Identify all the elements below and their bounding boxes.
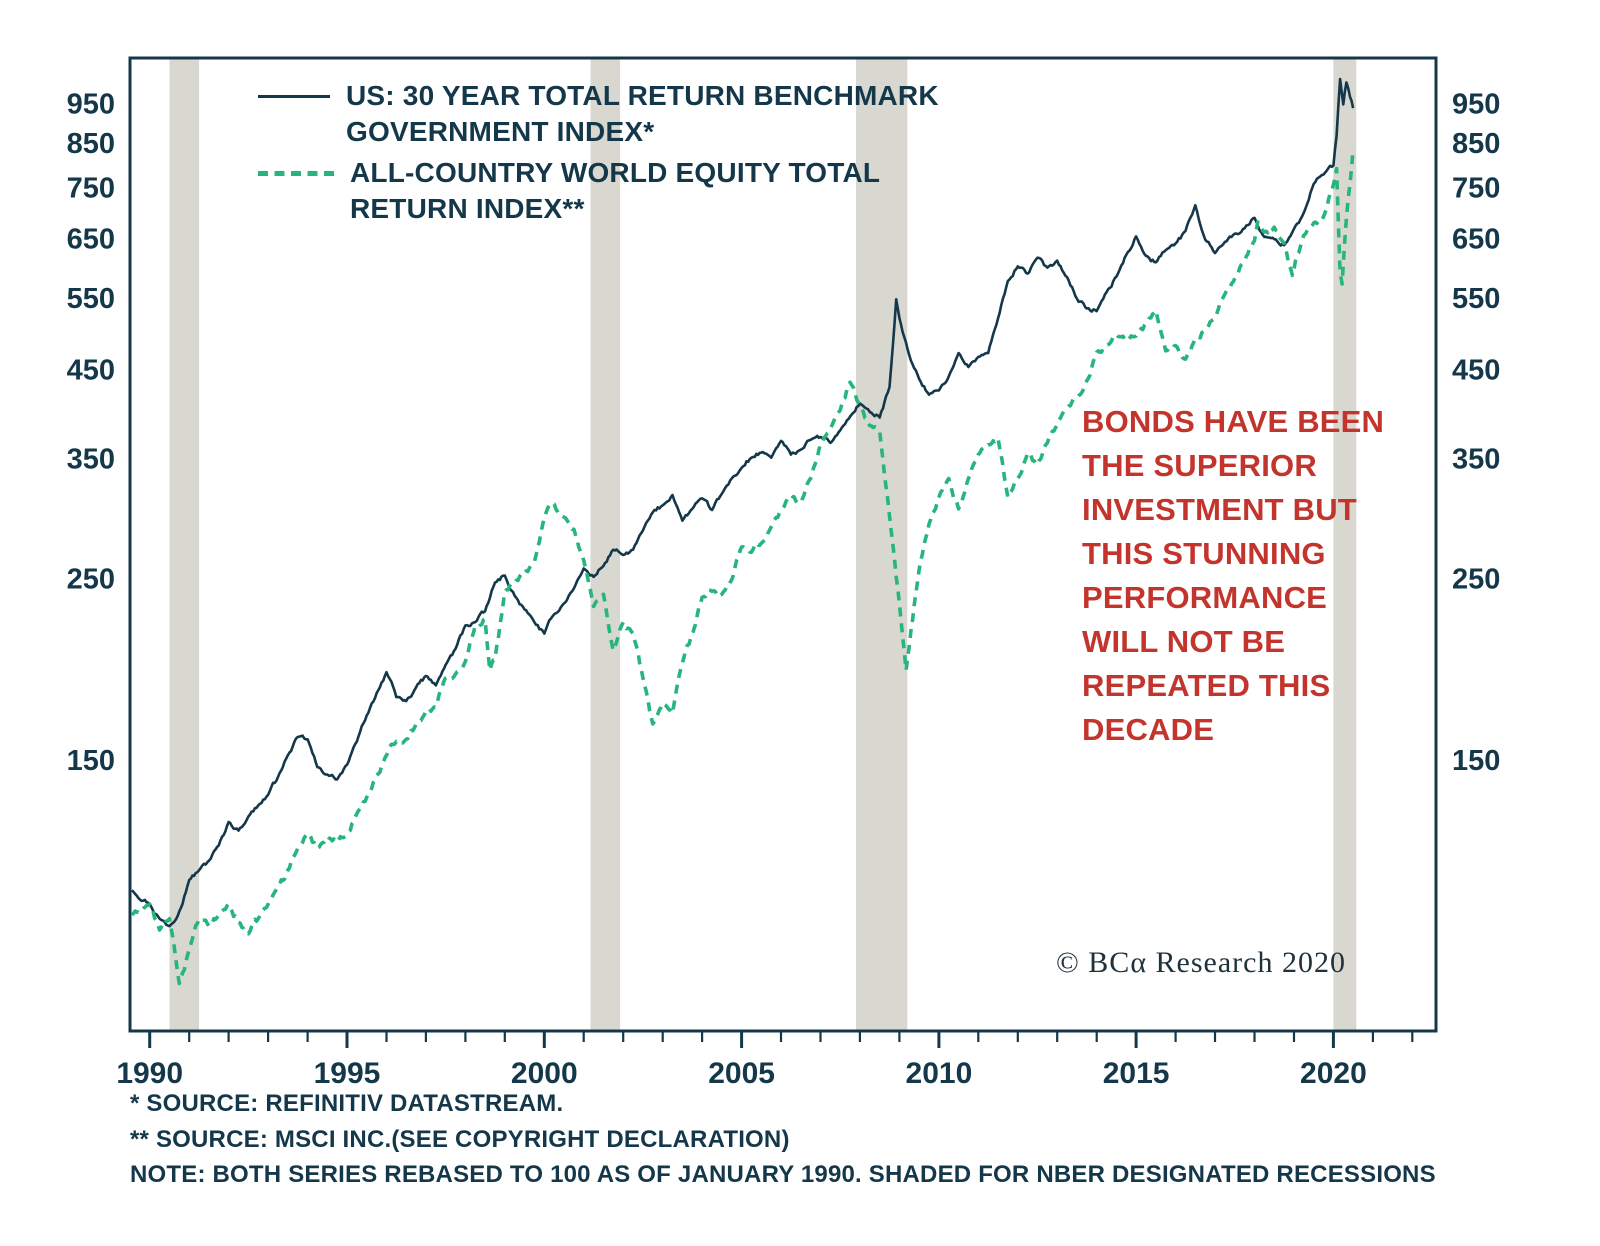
y-tick-label-left: 550: [67, 283, 115, 315]
y-axis-labels: 150 150 250 250 350 350 450 450 550 550 650 650 750 7…: [67, 89, 1501, 777]
y-tick-label-left: 650: [67, 224, 115, 256]
recession-band: [169, 58, 200, 1031]
y-tick-label-right: 750: [1452, 173, 1500, 205]
x-tick-label: 2020: [1300, 1057, 1367, 1090]
equity-index-line: [130, 148, 1355, 986]
y-tick-label-left: 750: [67, 173, 115, 205]
source-notes: * SOURCE: REFINITIV DATASTREAM. ** SOURC…: [130, 1086, 1436, 1193]
y-tick-label-left: 150: [67, 745, 115, 777]
legend-label-bond-index: US: 30 YEAR TOTAL RETURN BENCHMARK GOVER…: [346, 80, 939, 148]
x-tick-label: 2005: [708, 1057, 775, 1090]
y-tick-label-right: 350: [1452, 444, 1500, 476]
recession-band: [1333, 58, 1357, 1031]
equity-dashed-line-sample: [258, 170, 334, 176]
legend-item-bond-index: US: 30 YEAR TOTAL RETURN BENCHMARK GOVER…: [258, 78, 939, 151]
y-tick-label-left: 450: [67, 354, 115, 386]
recession-band: [856, 58, 908, 1031]
copyright-brand: © BCα Research 2020: [1056, 946, 1346, 979]
y-tick-label-left: 250: [67, 563, 115, 595]
footnote-source-msci: ** SOURCE: MSCI INC.(SEE COPYRIGHT DECLA…: [130, 1125, 790, 1153]
bond-index-line: [131, 77, 1355, 928]
legend-item-equity-index: ALL-COUNTRY WORLD EQUITY TOTAL RETURN IN…: [258, 155, 939, 228]
y-tick-label-left: 950: [67, 89, 115, 121]
y-tick-label-right: 150: [1452, 745, 1500, 777]
x-tick-label: 1995: [314, 1057, 381, 1090]
y-tick-label-left: 350: [67, 444, 115, 476]
y-tick-label-right: 950: [1452, 89, 1500, 121]
x-axis-ticks: [148, 1031, 1414, 1048]
y-tick-label-left: 850: [67, 128, 115, 160]
x-axis-labels: 1990 1995 2000 2005 2010 2015 2020: [116, 1057, 1366, 1090]
annotation-callout: BONDS HAVE BEEN THE SUPERIOR INVESTMENT …: [1082, 404, 1385, 748]
y-tick-label-right: 450: [1452, 354, 1500, 386]
y-tick-label-right: 250: [1452, 563, 1500, 595]
x-tick-label: 2010: [906, 1057, 973, 1090]
recession-bands: [169, 58, 1357, 1031]
chart-legend: US: 30 YEAR TOTAL RETURN BENCHMARK GOVER…: [258, 78, 939, 228]
legend-label-equity-index: ALL-COUNTRY WORLD EQUITY TOTAL RETURN IN…: [350, 156, 881, 225]
x-tick-label: 2015: [1103, 1057, 1170, 1090]
x-tick-label: 2000: [511, 1057, 578, 1090]
footnote-source-refinitiv: * SOURCE: REFINITIV DATASTREAM.: [130, 1090, 564, 1117]
y-tick-label-right: 550: [1452, 283, 1500, 315]
bond-solid-line-sample: [258, 95, 330, 98]
plot-frame: [128, 56, 1438, 1033]
recession-band: [590, 58, 621, 1031]
x-tick-label: 1990: [116, 1057, 183, 1090]
footnote-rebase-note: NOTE: BOTH SERIES REBASED TO 100 AS OF J…: [130, 1161, 1436, 1189]
y-tick-label-right: 650: [1452, 224, 1500, 256]
y-tick-label-right: 850: [1452, 128, 1500, 160]
